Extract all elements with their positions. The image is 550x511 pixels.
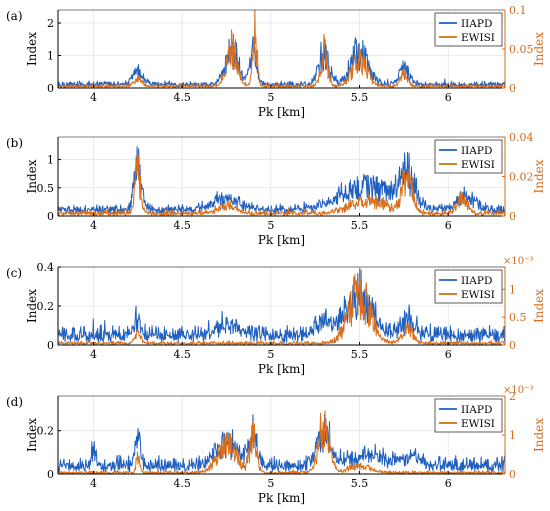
- y-left-axis-label: Index: [25, 32, 39, 66]
- y-left-tick-label: 0.2: [37, 425, 55, 438]
- y-right-multiplier: ×10⁻³: [503, 256, 533, 267]
- legend-label-iiapd: IIAPD: [461, 275, 492, 287]
- x-tick-label: 5: [267, 348, 274, 361]
- series-line-accent: [57, 9, 506, 89]
- x-axis-label: Pk [km]: [258, 233, 305, 247]
- y-left-tick-label: 0.4: [37, 261, 55, 274]
- panel-label: (c): [6, 266, 22, 280]
- y-right-tick-label: 0.04: [509, 131, 534, 144]
- y-right-axis-label: Index: [532, 159, 546, 193]
- series-line-accent: [57, 269, 506, 346]
- y-right-axis-label: Index: [532, 289, 546, 323]
- x-tick-label: 4: [90, 477, 97, 490]
- y-right-tick-label: 2: [509, 390, 516, 403]
- x-tick-label: 4: [90, 219, 97, 232]
- series-line-accent: [57, 410, 506, 475]
- y-right-tick-label: 1: [509, 283, 516, 296]
- x-tick-label: 5.5: [351, 219, 369, 232]
- x-axis-label: Pk [km]: [258, 362, 305, 376]
- legend-box: [434, 139, 503, 174]
- panel-label: (b): [6, 136, 23, 150]
- y-right-tick-label: 0: [509, 82, 516, 95]
- x-tick-label: 5.5: [351, 348, 369, 361]
- panel-label: (d): [6, 395, 23, 409]
- series-line-iiapd: [57, 414, 506, 473]
- panel-label: (a): [6, 9, 23, 23]
- x-tick-label: 5: [267, 91, 274, 104]
- x-tick-label: 4: [90, 91, 97, 104]
- x-tick-label: 4.5: [173, 219, 191, 232]
- y-right-tick-label: 1: [509, 429, 516, 442]
- y-right-axis-label: Index: [532, 418, 546, 452]
- chart-panel-3: 4 4.5 5 5.5 6 0 0.2 0.4 0 0.5 1 ×10⁻³ Pk [km] Index In…: [6, 256, 546, 376]
- x-tick-label: 6: [445, 477, 452, 490]
- x-tick-label: 6: [445, 91, 452, 104]
- x-tick-label: 4.5: [173, 477, 191, 490]
- legend-label-ewisi: EWISI: [461, 289, 495, 301]
- legend-label-ewisi: EWISI: [461, 32, 495, 44]
- x-axis-label: Pk [km]: [258, 105, 305, 119]
- series-line-accent: [57, 150, 506, 217]
- x-tick-label: 5.5: [351, 477, 369, 490]
- legend-label-iiapd: IIAPD: [461, 18, 492, 30]
- y-right-tick-label: 0.05: [509, 43, 534, 56]
- y-left-tick-label: 0: [47, 210, 54, 223]
- y-left-tick-label: 0: [47, 82, 54, 95]
- y-right-tick-label: 0.5: [509, 311, 527, 324]
- y-left-tick-label: 0.2: [37, 300, 55, 313]
- y-right-tick-label: 0.1: [509, 4, 527, 17]
- y-right-axis-label: Index: [532, 32, 546, 66]
- chart-panel-2: 4 4.5 5 5.5 6 0 0.5 1 0 0.02 0.04 Pk [km] Index Index…: [6, 131, 546, 247]
- legend-box: [434, 269, 503, 304]
- y-left-axis-label: Index: [25, 418, 39, 452]
- x-tick-label: 4.5: [173, 348, 191, 361]
- legend-box: [434, 398, 503, 433]
- y-left-tick-label: 1: [47, 154, 54, 167]
- y-left-axis-label: Index: [25, 289, 39, 323]
- legend-label-ewisi: EWISI: [461, 418, 495, 430]
- series-line-iiapd: [57, 146, 506, 215]
- y-right-tick-label: 0.02: [509, 171, 534, 184]
- y-left-axis-label: Index: [25, 159, 39, 193]
- y-left-tick-label: 2: [47, 17, 54, 30]
- legend-label-iiapd: IIAPD: [461, 145, 492, 157]
- y-right-multiplier: ×10⁻³: [503, 385, 533, 396]
- x-tick-label: 4: [90, 348, 97, 361]
- legend-label-ewisi: EWISI: [461, 159, 495, 171]
- y-left-tick-label: 0: [47, 468, 54, 481]
- legend-label-iiapd: IIAPD: [461, 404, 492, 416]
- series-line-iiapd: [57, 268, 506, 344]
- y-right-tick-label: 0: [509, 339, 516, 352]
- x-tick-label: 4.5: [173, 91, 191, 104]
- y-left-tick-label: 1: [47, 50, 54, 63]
- y-right-tick-label: 0: [509, 468, 516, 481]
- y-left-tick-label: 0: [47, 339, 54, 352]
- x-tick-label: 5.5: [351, 91, 369, 104]
- x-axis-label: Pk [km]: [258, 491, 305, 505]
- x-tick-label: 5: [267, 219, 274, 232]
- y-right-tick-label: 0: [509, 210, 516, 223]
- x-tick-label: 6: [445, 348, 452, 361]
- x-tick-label: 5: [267, 477, 274, 490]
- x-tick-label: 6: [445, 219, 452, 232]
- legend-box: [434, 12, 503, 47]
- y-left-tick-label: 0.5: [37, 182, 55, 195]
